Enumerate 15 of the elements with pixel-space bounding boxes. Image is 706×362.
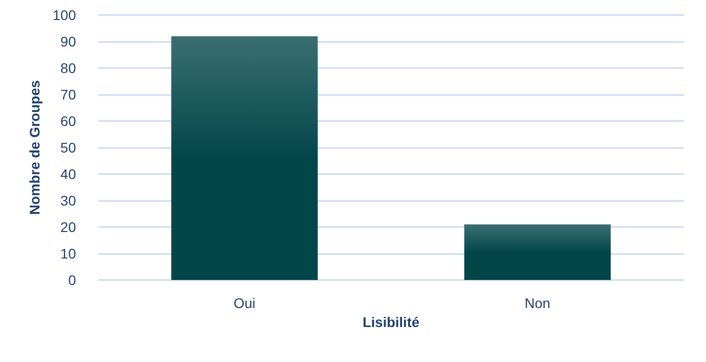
y-tick-label: 0 xyxy=(68,272,76,288)
y-tick-label: 20 xyxy=(60,219,76,235)
y-tick-label: 70 xyxy=(60,86,76,102)
y-tick-label: 100 xyxy=(52,7,76,23)
y-tick-label: 80 xyxy=(60,60,76,76)
y-tick-label: 10 xyxy=(60,246,76,262)
x-tick-label: Oui xyxy=(234,295,256,311)
x-axis-title: Lisibilité xyxy=(362,314,420,330)
y-tick-label: 90 xyxy=(60,34,76,50)
y-tick-label: 30 xyxy=(60,192,76,208)
x-tick-label: Non xyxy=(524,295,550,311)
y-axis-title: Nombre de Groupes xyxy=(26,80,43,215)
y-tick-label: 40 xyxy=(60,166,76,182)
y-tick-label: 50 xyxy=(60,140,76,156)
y-tick-label: 60 xyxy=(60,113,76,129)
